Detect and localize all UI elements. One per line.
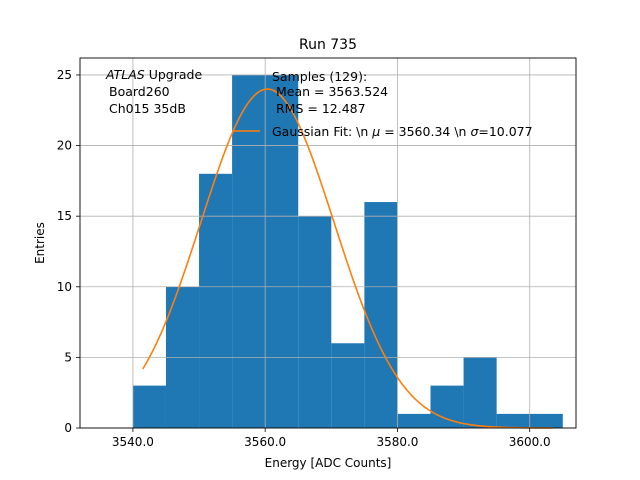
y-tick-label: 0: [64, 421, 72, 435]
y-tick-label: 15: [57, 209, 72, 223]
annotation-line-3: Ch015 35dB: [109, 101, 186, 116]
upgrade-label: Upgrade: [145, 67, 203, 82]
stats-line-3: RMS = 12.487: [276, 101, 366, 116]
stats-line-2: Mean = 3563.524: [276, 84, 388, 99]
annotation-line-1: ATLAS Upgrade: [105, 67, 202, 82]
x-tick-label: 3540.0: [112, 435, 154, 449]
x-axis-ticks: 3540.0 3560.0 3580.0 3600.0: [112, 428, 551, 449]
histogram-bar: [364, 202, 398, 428]
x-tick-label: 3580.0: [376, 435, 418, 449]
legend-sigma-symbol: σ: [470, 124, 479, 139]
legend-fit-prefix: Gaussian Fit: \n: [272, 124, 372, 139]
legend-mu-text: = 3560.34 \n: [380, 124, 470, 139]
atlas-label: ATLAS: [105, 67, 145, 82]
legend-fit-label: Gaussian Fit: \n μ = 3560.34 \n σ=10.077: [272, 124, 533, 139]
histogram-bar: [430, 385, 464, 428]
chart-title: Run 735: [299, 37, 357, 53]
annotation-line-2: Board260: [109, 84, 170, 99]
legend: Samples (129): Mean = 3563.524 RMS = 12.…: [232, 69, 533, 139]
stats-line-1: Samples (129):: [272, 69, 367, 84]
y-tick-label: 25: [57, 68, 72, 82]
gaussian-fit-curve: [142, 88, 553, 429]
y-axis-label: Entries: [33, 222, 47, 264]
histogram-bar: [463, 357, 497, 428]
plot-frame: [79, 57, 577, 429]
histogram-bar: [496, 413, 530, 428]
histogram-bar: [132, 385, 166, 428]
histogram-bars: [132, 74, 563, 428]
x-tick-label: 3600.0: [509, 435, 551, 449]
y-tick-label: 5: [64, 350, 72, 364]
histogram-bar: [298, 216, 332, 428]
histogram-bar: [232, 74, 266, 428]
y-axis-ticks: 0 5 10 15 20 25: [57, 68, 80, 435]
x-tick-label: 3560.0: [244, 435, 286, 449]
detector-annotation: ATLAS Upgrade Board260 Ch015 35dB: [105, 67, 202, 116]
histogram-bar: [529, 413, 563, 428]
x-axis-label: Energy [ADC Counts]: [265, 456, 392, 470]
histogram-bar: [265, 74, 299, 428]
y-tick-label: 20: [57, 139, 72, 153]
histogram-bar: [397, 413, 431, 428]
legend-mu-symbol: μ: [371, 124, 380, 139]
histogram-bar: [331, 343, 365, 428]
legend-sigma-text: =10.077: [478, 124, 532, 139]
y-tick-label: 10: [57, 280, 72, 294]
